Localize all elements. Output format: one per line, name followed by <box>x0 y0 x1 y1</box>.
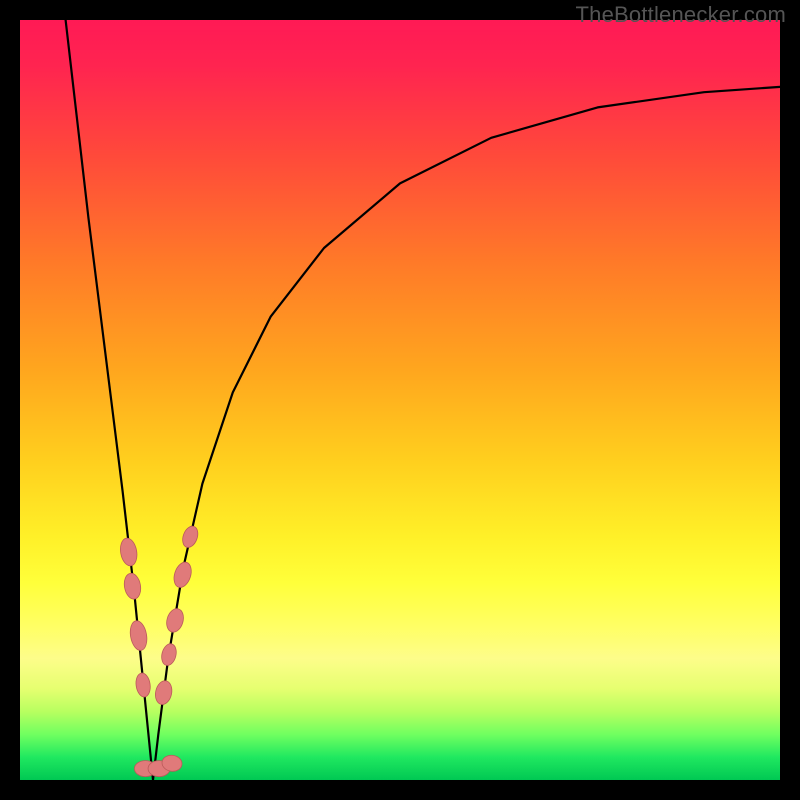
marker-right-1 <box>160 642 179 667</box>
marker-left-2 <box>128 619 149 651</box>
marker-right-4 <box>180 524 201 549</box>
plot-area <box>20 20 780 780</box>
marker-left-3 <box>135 672 152 698</box>
marker-right-0 <box>153 679 174 706</box>
chart-overlay <box>20 20 780 780</box>
markers-group <box>118 524 200 777</box>
v-curve-path <box>66 20 780 780</box>
marker-right-2 <box>164 607 186 634</box>
marker-left-1 <box>122 572 142 600</box>
chart-frame: TheBottlenecker.com <box>0 0 800 800</box>
marker-left-0 <box>118 537 139 567</box>
watermark-text: TheBottlenecker.com <box>576 2 786 28</box>
marker-right-3 <box>171 560 194 590</box>
curve-group <box>66 20 780 780</box>
